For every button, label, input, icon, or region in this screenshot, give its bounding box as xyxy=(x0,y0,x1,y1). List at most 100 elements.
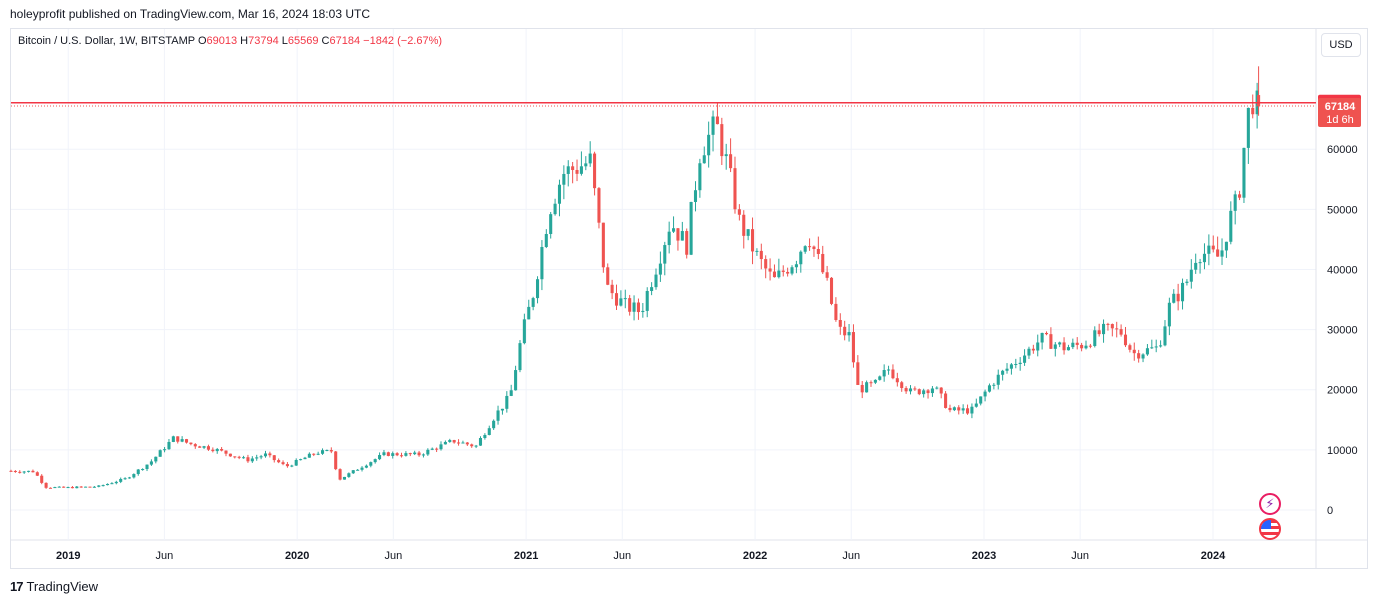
candle-body xyxy=(996,374,1000,385)
candle-body xyxy=(478,438,483,446)
candle-body xyxy=(320,450,325,454)
currency-button[interactable]: USD xyxy=(1321,33,1361,57)
candle-body xyxy=(378,455,382,460)
candle-body xyxy=(1049,334,1053,349)
candle-body xyxy=(220,448,224,451)
candle-body xyxy=(163,449,167,451)
candle-body xyxy=(496,410,500,421)
candle-body xyxy=(268,453,272,456)
candle-body xyxy=(413,452,417,455)
candle-body xyxy=(114,481,118,484)
candle-body xyxy=(917,389,921,395)
candle-body xyxy=(88,486,92,488)
candle-body xyxy=(908,388,913,392)
candle-body xyxy=(900,382,904,389)
candle-body xyxy=(44,482,48,488)
candle-body xyxy=(1084,345,1088,349)
candle-body xyxy=(557,184,562,204)
candle-body xyxy=(27,470,31,472)
candle-body xyxy=(768,268,772,272)
candle-body xyxy=(584,163,588,167)
candle-body xyxy=(1036,342,1040,351)
candle-body xyxy=(965,408,970,414)
candle-body xyxy=(395,453,399,456)
candle-body xyxy=(610,284,614,294)
candle-body xyxy=(685,231,689,255)
candle-body xyxy=(733,168,737,210)
candle-body xyxy=(246,457,250,462)
candle-body xyxy=(281,462,285,465)
candle-body xyxy=(1071,342,1075,348)
x-tick-label: Jun xyxy=(384,550,402,562)
candle-body xyxy=(1075,342,1079,345)
candle-body xyxy=(1194,262,1198,270)
candle-body xyxy=(1137,353,1141,359)
candle-body xyxy=(922,390,926,395)
candle-body xyxy=(1251,107,1255,115)
candle-body xyxy=(307,453,311,458)
candle-body xyxy=(1220,250,1224,257)
last-price-label: 67184 xyxy=(1325,101,1356,113)
candle-body xyxy=(474,445,478,447)
candle-body xyxy=(1185,281,1189,283)
candle-body xyxy=(887,369,891,371)
candle-body xyxy=(404,453,408,456)
candle-body xyxy=(711,116,715,135)
x-tick-label: 2022 xyxy=(743,550,767,562)
candle-body xyxy=(391,453,395,456)
candle-body xyxy=(601,222,605,268)
candle-body xyxy=(952,407,956,411)
x-tick-label: 2019 xyxy=(56,550,80,562)
candle-body xyxy=(242,457,246,459)
candle-body xyxy=(882,370,886,377)
candle-body xyxy=(465,442,469,445)
candle-body xyxy=(417,452,421,456)
candle-body xyxy=(606,267,610,285)
candle-body xyxy=(588,153,592,164)
x-tick-label: Jun xyxy=(842,550,860,562)
candle-body xyxy=(891,369,895,379)
lightning-icon[interactable]: ⚡ xyxy=(1259,493,1281,515)
candle-body xyxy=(904,388,908,392)
candle-body xyxy=(1027,348,1031,356)
candle-body xyxy=(1066,347,1070,351)
candle-body xyxy=(939,387,943,394)
candle-body xyxy=(119,478,123,482)
candle-body xyxy=(790,267,794,274)
candle-body xyxy=(1093,330,1097,347)
candle-body xyxy=(421,454,425,456)
candle-body xyxy=(1257,95,1261,107)
candle-body xyxy=(356,469,360,471)
candle-body xyxy=(689,201,693,255)
y-tick-label: 50000 xyxy=(1327,204,1358,216)
candle-body xyxy=(382,452,386,456)
candle-body xyxy=(518,343,522,371)
y-tick-label: 20000 xyxy=(1327,385,1358,397)
candle-body xyxy=(623,298,627,300)
candle-body xyxy=(816,249,820,254)
candle-body xyxy=(145,464,149,470)
candle-body xyxy=(742,214,746,236)
candle-body xyxy=(930,388,934,394)
footer: 17 TradingView xyxy=(10,579,98,594)
candle-body xyxy=(1119,329,1123,335)
candle-body xyxy=(571,166,575,171)
candle-body xyxy=(869,382,873,384)
x-tick-label: 2024 xyxy=(1201,550,1226,562)
candle-body xyxy=(13,470,17,472)
us-flag-icon[interactable] xyxy=(1259,518,1281,540)
candle-body xyxy=(715,116,719,125)
candle-body xyxy=(255,457,259,459)
candle-body xyxy=(974,403,978,407)
x-tick-label: 2023 xyxy=(972,550,996,562)
candle-body xyxy=(667,231,671,246)
candle-body xyxy=(97,485,101,487)
candle-body xyxy=(483,434,487,439)
candle-body xyxy=(566,166,570,174)
candle-body xyxy=(593,153,597,189)
candle-body xyxy=(579,166,583,174)
candle-body xyxy=(136,469,140,475)
candle-body xyxy=(808,246,812,248)
candle-body xyxy=(1167,302,1171,327)
